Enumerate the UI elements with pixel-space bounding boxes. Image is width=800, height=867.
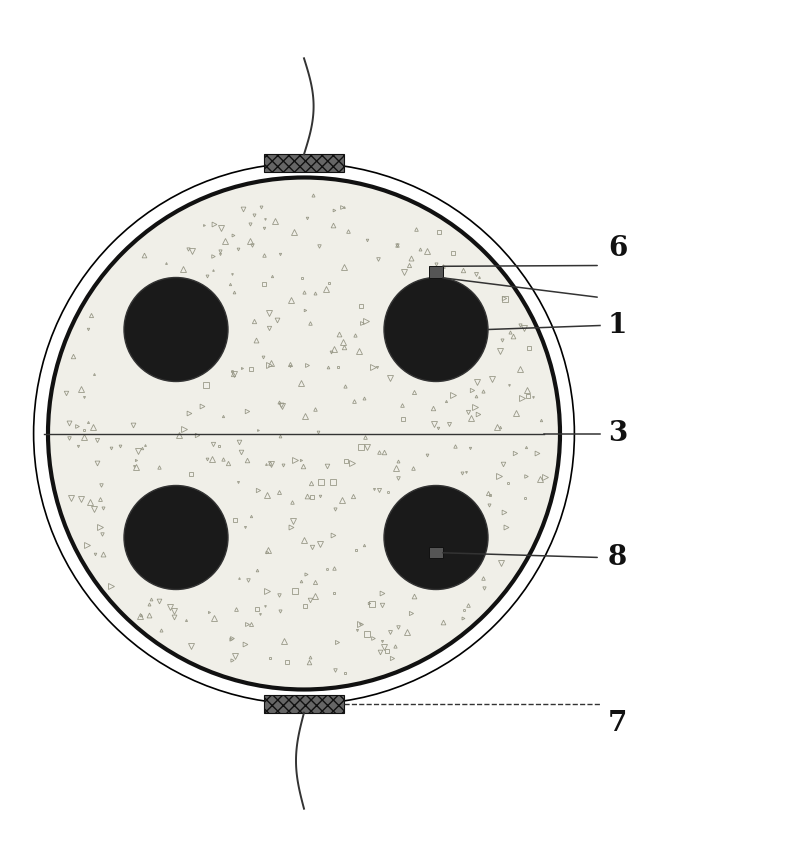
Bar	[264, 154, 344, 172]
Circle shape	[48, 178, 560, 689]
Circle shape	[124, 486, 228, 590]
Circle shape	[384, 277, 488, 381]
Circle shape	[41, 170, 567, 697]
Bar	[264, 695, 344, 713]
Circle shape	[124, 277, 228, 381]
Bar	[429, 266, 443, 277]
Text: 7: 7	[608, 710, 627, 738]
Text: 3: 3	[608, 420, 627, 447]
Circle shape	[384, 486, 488, 590]
Bar	[429, 547, 443, 558]
Text: 6: 6	[608, 234, 627, 262]
Text: 8: 8	[608, 544, 627, 571]
Text: 1: 1	[608, 312, 627, 339]
